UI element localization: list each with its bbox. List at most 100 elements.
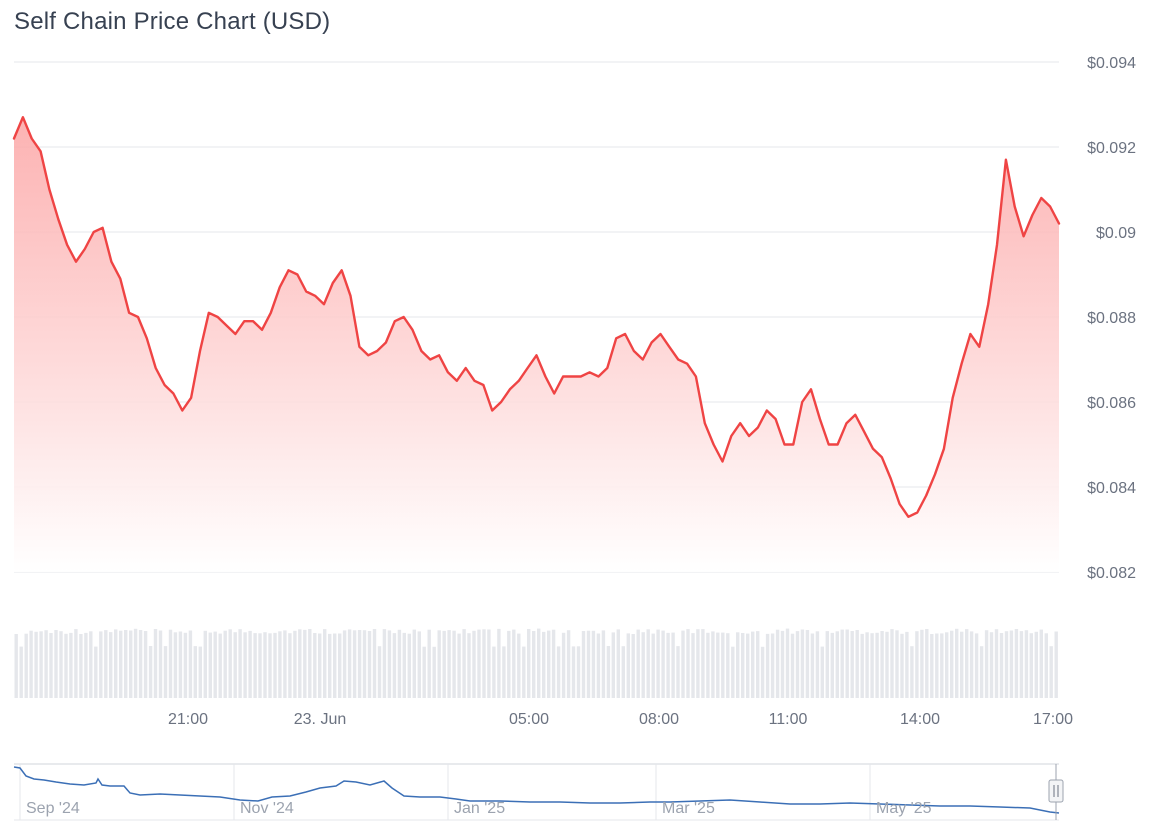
navigator-dividers: [19, 764, 871, 820]
volume-bar: [542, 631, 546, 698]
volume-bar: [492, 646, 496, 698]
volume-bar: [989, 632, 994, 698]
price-line-series[interactable]: [12, 116, 1061, 518]
volume-bar: [407, 633, 411, 698]
volume-bar: [208, 632, 212, 698]
volume-bar: [910, 646, 914, 698]
volume-bar: [1009, 630, 1014, 698]
volume-bar: [178, 631, 183, 698]
volume-bar: [39, 631, 43, 698]
volume-bar: [412, 629, 416, 698]
price-line[interactable]: [12, 116, 1061, 518]
volume-bar: [223, 630, 227, 698]
volume-bar: [347, 629, 352, 698]
volume-bar: [198, 646, 202, 698]
y-tick-label: $0.084: [1087, 480, 1136, 497]
volume-bar: [631, 634, 635, 698]
y-tick-label: $0.094: [1087, 55, 1136, 72]
volume-bar: [721, 632, 725, 698]
volume-bar: [950, 630, 954, 698]
volume-bar: [940, 633, 944, 698]
x-tick-label: 17:00: [1033, 711, 1073, 728]
volume-bar: [810, 633, 815, 698]
volume-bar: [646, 629, 650, 698]
volume-bar: [243, 632, 247, 698]
navigator-label: May '25: [876, 800, 932, 817]
volume-bar: [845, 629, 849, 698]
volume-bar: [352, 630, 357, 698]
volume-bar: [367, 631, 372, 698]
volume-bars: [14, 628, 1058, 698]
volume-bar: [656, 629, 660, 698]
volume-bar: [69, 632, 73, 698]
volume-bar: [920, 629, 924, 698]
volume-bar: [875, 632, 879, 698]
volume-bar: [467, 633, 471, 698]
x-tick-label: 11:00: [769, 711, 808, 728]
navigator-handle[interactable]: [1048, 779, 1064, 803]
volume-bar: [447, 630, 451, 698]
volume-bar: [527, 629, 531, 698]
volume-bar: [974, 633, 979, 698]
volume-bar: [502, 646, 506, 698]
volume-bar: [452, 630, 456, 698]
volume-bar: [387, 630, 392, 698]
volume-bar: [999, 633, 1004, 698]
volume-bar: [114, 629, 118, 698]
volume-bar: [895, 630, 899, 698]
chart-title: Self Chain Price Chart (USD): [14, 8, 331, 35]
volume-bar: [308, 629, 312, 698]
volume-bar: [726, 633, 730, 698]
price-area-fill: [14, 117, 1059, 572]
volume-bar: [835, 631, 839, 698]
time-navigator[interactable]: Sep '24 Nov '24 Jan '25 Mar '25 May '25: [13, 763, 1064, 821]
volume-bar: [522, 646, 526, 698]
volume-bar: [815, 631, 820, 698]
volume-bar: [905, 631, 909, 698]
volume-bar: [696, 629, 700, 698]
volume-bar: [397, 629, 402, 698]
volume-bar: [193, 646, 197, 698]
volume-bar: [253, 633, 257, 698]
volume-bar: [94, 646, 98, 698]
volume-bar: [119, 630, 123, 698]
navigator-labels: Sep '24 Nov '24 Jan '25 Mar '25 May '25: [26, 800, 932, 817]
navigator-label: Jan '25: [454, 800, 505, 817]
volume-bar: [551, 629, 556, 698]
volume-bar: [24, 633, 28, 698]
volume-bar: [298, 629, 302, 698]
volume-bar: [765, 633, 770, 698]
volume-bar: [746, 633, 750, 698]
volume-bar: [556, 646, 561, 698]
volume-bar: [59, 631, 63, 698]
volume-bar: [621, 646, 625, 698]
volume-bar: [143, 631, 148, 698]
navigator-label: Sep '24: [26, 800, 80, 817]
volume-bar: [79, 634, 83, 698]
volume-bar: [99, 631, 103, 698]
volume-bar: [711, 631, 715, 698]
volume-bar: [915, 631, 919, 698]
volume-bar: [790, 633, 795, 698]
volume-bar: [1034, 631, 1038, 698]
volume-bar: [701, 629, 705, 698]
volume-bar: [183, 632, 188, 698]
volume-bar: [865, 632, 869, 698]
volume-bar: [965, 629, 969, 698]
volume-bar: [238, 629, 242, 698]
volume-bar: [318, 633, 322, 698]
volume-bar: [741, 633, 745, 698]
volume-bar: [1024, 630, 1029, 698]
volume-bar: [29, 630, 33, 698]
volume-bar: [333, 633, 337, 698]
volume-bar: [885, 631, 889, 698]
volume-bar: [676, 646, 680, 698]
x-tick-label: 21:00: [168, 711, 208, 728]
volume-bar: [228, 629, 232, 698]
volume-bar: [213, 631, 217, 698]
volume-bar: [362, 630, 367, 698]
volume-bar: [691, 633, 695, 698]
volume-bar: [442, 630, 446, 698]
volume-bar: [935, 633, 939, 698]
